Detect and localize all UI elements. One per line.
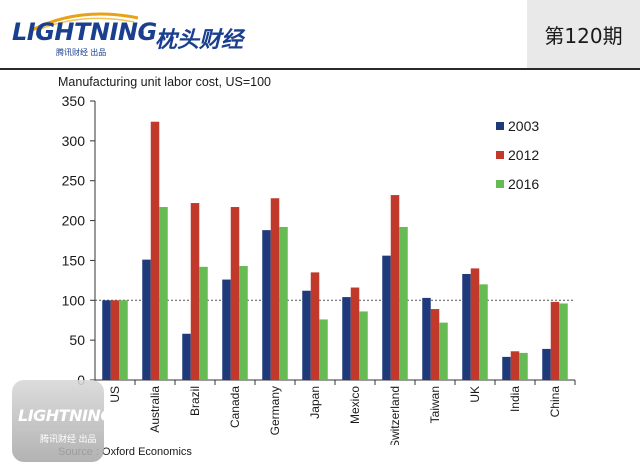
legend-label: 2003 xyxy=(508,118,539,134)
bar-2012 xyxy=(270,198,280,380)
x-tick-label: Mexico xyxy=(348,386,362,424)
y-tick-label: 100 xyxy=(62,292,86,308)
bar-2003 xyxy=(542,348,551,380)
bar-2012 xyxy=(510,351,520,380)
x-tick-label: Switzerland xyxy=(388,386,402,445)
chart-title: Manufacturing unit labor cost, US=100 xyxy=(58,75,271,89)
bar-2016 xyxy=(119,300,128,380)
watermark-subtitle: 腾讯财经 出品 xyxy=(40,434,97,444)
x-tick-label: Australia xyxy=(148,386,162,433)
bar-2016 xyxy=(199,266,208,380)
issue-number: 第120期 xyxy=(527,0,640,68)
bar-2012 xyxy=(150,121,160,381)
bar-2012 xyxy=(350,287,360,380)
legend-label: 2012 xyxy=(508,147,539,163)
watermark-logo: LIGHTNING 腾讯财经 出品 xyxy=(12,380,113,462)
bar-2012 xyxy=(110,300,120,380)
y-tick-label: 350 xyxy=(62,93,86,109)
bar-2012 xyxy=(430,309,440,380)
bar-2016 xyxy=(239,266,248,380)
x-tick-label: China xyxy=(548,386,562,418)
bar-2012 xyxy=(390,195,400,380)
y-tick-label: 300 xyxy=(62,133,86,149)
bar-2016 xyxy=(359,311,368,380)
x-tick-label: UK xyxy=(468,386,482,403)
bar-2003 xyxy=(422,297,431,380)
y-tick-label: 250 xyxy=(62,173,86,189)
y-tick-label: 50 xyxy=(69,332,85,348)
x-tick-label: Canada xyxy=(228,386,242,428)
bar-2016 xyxy=(439,322,448,380)
bar-2016 xyxy=(519,352,528,380)
legend-label: 2016 xyxy=(508,176,539,192)
watermark-text: LIGHTNING xyxy=(18,406,113,425)
x-tick-label: Taiwan xyxy=(428,386,442,423)
bar-2003 xyxy=(342,297,351,380)
x-tick-label: Japan xyxy=(308,386,322,419)
logo-separator: · xyxy=(139,20,147,45)
header-bar: LIGHTNING 腾讯财经 出品 · 枕头财经 第120期 xyxy=(0,0,640,70)
brand-name: 枕头财经 xyxy=(155,28,244,53)
bar-2016 xyxy=(559,303,568,380)
x-tick-label: US xyxy=(108,386,122,403)
bar-2003 xyxy=(302,290,311,380)
bar-2012 xyxy=(310,272,320,380)
bar-chart: 050100150200250300350USAustraliaBrazilCa… xyxy=(62,93,576,445)
legend-swatch xyxy=(496,122,504,130)
x-tick-label: Germany xyxy=(268,386,282,435)
bar-2012 xyxy=(470,268,480,380)
x-tick-label: India xyxy=(508,386,522,412)
logo-swoosh-icon xyxy=(31,12,139,32)
bar-2016 xyxy=(319,319,328,380)
y-tick-label: 150 xyxy=(62,252,86,268)
bar-2016 xyxy=(399,226,408,380)
bar-2016 xyxy=(479,284,488,380)
logo-text: LIGHTNING xyxy=(12,18,157,46)
y-tick-label: 200 xyxy=(62,213,86,229)
bar-2012 xyxy=(190,203,200,380)
bar-2003 xyxy=(102,300,111,380)
logo-subtitle: 腾讯财经 出品 xyxy=(56,48,107,57)
bar-2012 xyxy=(230,207,240,380)
bar-2016 xyxy=(159,207,168,380)
bar-2003 xyxy=(142,259,151,380)
bar-2003 xyxy=(462,273,471,380)
legend-swatch xyxy=(496,180,504,188)
x-tick-label: Brazil xyxy=(188,386,202,416)
bar-2003 xyxy=(502,356,511,380)
legend-swatch xyxy=(496,151,504,159)
bar-2012 xyxy=(550,301,560,380)
bar-2016 xyxy=(279,226,288,380)
bar-2003 xyxy=(182,333,191,380)
bar-2003 xyxy=(262,230,271,380)
bar-2003 xyxy=(382,255,391,380)
bar-2003 xyxy=(222,279,231,380)
